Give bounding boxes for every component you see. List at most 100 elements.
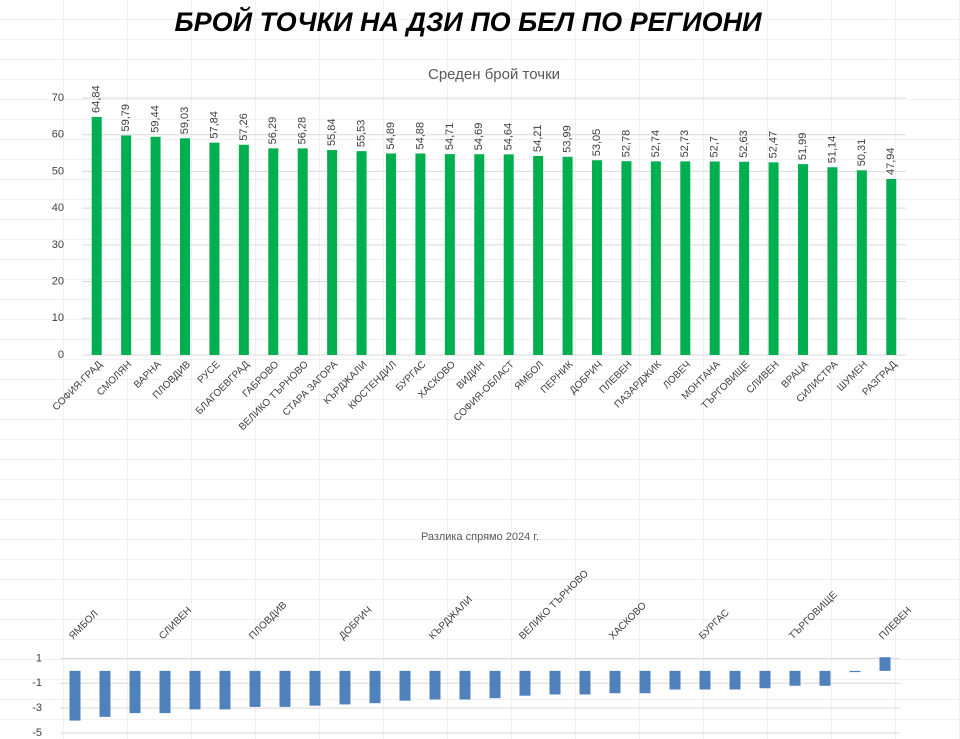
y-tick-label: -5	[32, 727, 42, 739]
data-label: 53,99	[561, 125, 573, 153]
bar	[159, 670, 171, 714]
data-label: 56,28	[297, 117, 309, 145]
bar	[592, 160, 602, 355]
y-tick-label: -1	[32, 677, 42, 689]
bar	[415, 153, 426, 355]
bar	[759, 670, 771, 689]
y-tick-label: 20	[52, 275, 64, 287]
data-label: 59,03	[179, 107, 191, 135]
bar	[609, 670, 621, 694]
bar	[356, 151, 367, 355]
bar	[209, 142, 220, 355]
data-label: 53,05	[591, 129, 603, 157]
bar	[99, 670, 111, 717]
bar	[474, 154, 485, 355]
data-label: 54,71	[444, 123, 456, 151]
y-tick-label: -3	[32, 702, 42, 714]
data-label: 52,63	[738, 130, 750, 158]
bar	[739, 161, 750, 355]
data-label: 54,88	[414, 122, 426, 150]
data-label: 52,7	[709, 136, 721, 157]
data-label: 54,69	[473, 123, 485, 151]
bar	[129, 670, 141, 714]
bar	[879, 657, 891, 671]
y-tick-label: 1	[36, 652, 42, 664]
data-label: 52,73	[679, 130, 691, 158]
bar	[768, 162, 779, 355]
bar	[150, 136, 161, 355]
y-tick-label: 60	[52, 129, 64, 141]
y-tick-label: 50	[52, 165, 64, 177]
bar	[369, 670, 381, 704]
data-label: 55,84	[326, 118, 338, 146]
data-label: 51,14	[826, 136, 838, 164]
data-label: 52,47	[767, 131, 779, 159]
data-label: 54,64	[503, 123, 515, 151]
chart-title: Разлика спрямо 2024 г.	[421, 531, 539, 543]
bar	[429, 670, 441, 700]
data-label: 64,84	[91, 85, 103, 113]
bar	[650, 161, 661, 355]
data-label: 55,53	[355, 120, 367, 148]
bar	[69, 670, 81, 721]
bar	[386, 153, 396, 355]
bar	[219, 670, 231, 710]
bar	[639, 670, 651, 694]
y-tick-label: 10	[52, 312, 64, 324]
bar	[579, 670, 591, 695]
data-label: 47,94	[885, 147, 897, 175]
bar	[309, 670, 321, 706]
bar	[789, 670, 801, 686]
bar	[297, 148, 308, 355]
bar	[180, 138, 190, 355]
bar	[268, 148, 279, 355]
bar	[709, 161, 720, 355]
data-label: 50,31	[856, 139, 868, 167]
bar	[699, 670, 711, 690]
bar	[886, 178, 897, 355]
bar	[680, 161, 691, 355]
data-label: 54,89	[385, 122, 397, 150]
data-label: 56,29	[267, 117, 279, 145]
bar	[798, 164, 808, 355]
bar	[729, 670, 741, 690]
bar	[459, 670, 471, 700]
bar	[849, 670, 861, 673]
bar	[339, 670, 351, 705]
bar	[562, 156, 573, 355]
bar	[249, 670, 261, 707]
bar	[621, 161, 632, 355]
bar	[669, 670, 681, 690]
bar	[533, 155, 544, 355]
y-tick-label: 0	[58, 349, 64, 361]
bar	[856, 170, 867, 355]
bar	[519, 670, 531, 696]
data-label: 52,78	[620, 130, 632, 158]
bar	[549, 670, 561, 695]
y-tick-label: 30	[52, 239, 64, 251]
bar	[444, 154, 455, 355]
data-label: 57,26	[238, 113, 250, 141]
bar	[503, 154, 514, 355]
bar	[91, 116, 102, 355]
bar	[238, 144, 249, 355]
y-tick-label: 40	[52, 202, 64, 214]
data-label: 52,74	[650, 130, 662, 158]
y-tick-label: 70	[52, 92, 64, 104]
bar	[189, 670, 201, 710]
data-label: 57,84	[208, 111, 220, 139]
data-label: 51,99	[797, 133, 809, 161]
chart-title: Среден брой точки	[428, 66, 560, 83]
bar	[827, 167, 838, 355]
bar	[399, 670, 411, 701]
data-label: 59,44	[149, 105, 161, 133]
data-label: 59,79	[120, 104, 132, 132]
bar	[327, 149, 338, 355]
data-label: 54,21	[532, 124, 544, 152]
heading: БРОЙ ТОЧКИ НА ДЗИ ПО БЕЛ ПО РЕГИОНИ	[174, 5, 762, 37]
bar	[279, 670, 291, 707]
bar	[489, 670, 501, 699]
